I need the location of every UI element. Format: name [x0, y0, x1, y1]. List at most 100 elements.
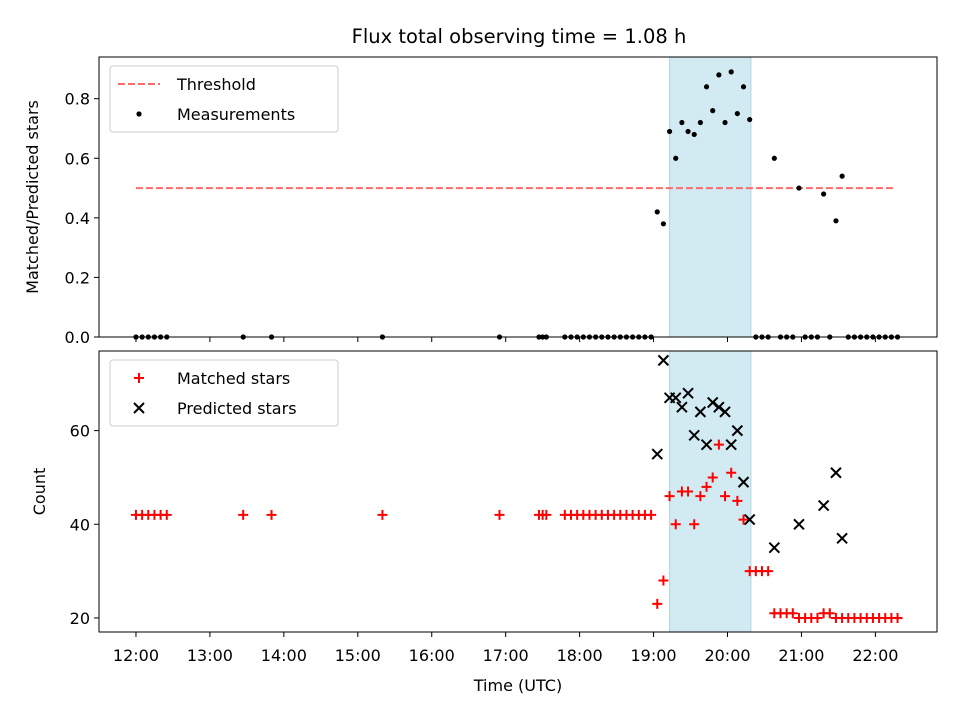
measurement-point	[771, 155, 777, 161]
measurement-point	[697, 119, 703, 126]
predicted-star-point	[793, 518, 805, 530]
x-tick-label: 22:00	[852, 646, 898, 665]
predicted-star-point	[731, 424, 744, 437]
matched-star-point	[683, 486, 694, 497]
predicted-star-point	[836, 532, 848, 545]
matched-star-point	[161, 509, 172, 520]
measurement-point	[728, 69, 734, 75]
matched-star-point	[646, 509, 657, 520]
matched-star-point	[494, 509, 505, 520]
matched-star-point	[726, 467, 737, 478]
matched-star-point	[763, 566, 774, 577]
legend-box	[109, 65, 339, 133]
measurement-point	[679, 119, 685, 126]
measurement-point	[660, 221, 667, 227]
legend-label: Threshold	[176, 75, 256, 94]
matched-star-point	[670, 519, 681, 530]
x-tick-label: 15:00	[335, 646, 381, 665]
measurement-point	[703, 84, 710, 90]
x-tick-label: 16:00	[409, 646, 455, 665]
legend-matched-swatch	[134, 373, 144, 383]
measurement-point	[673, 155, 679, 161]
measurement-point	[654, 209, 660, 215]
measurement-point	[691, 131, 697, 138]
predicted-star-point	[713, 401, 725, 413]
matched-star-point	[720, 491, 731, 502]
legend-label: Matched stars	[177, 369, 290, 388]
matched-star-point	[707, 472, 718, 483]
measurement-point	[747, 116, 753, 123]
predicted-star-point	[719, 406, 731, 418]
x-tick-label: 13:00	[187, 646, 233, 665]
matched-star-point	[266, 509, 277, 520]
x-tick-label: 17:00	[483, 646, 529, 665]
y-axis-label: Count	[30, 468, 49, 516]
x-axis-label: Time (UTC)	[473, 676, 562, 695]
matched-star-point	[738, 514, 749, 525]
matched-star-point	[787, 608, 798, 619]
axes-frame	[98, 350, 938, 633]
y-tick-label: 0.8	[65, 90, 90, 109]
matched-star-point	[652, 598, 663, 609]
predicted-star-point	[830, 467, 842, 479]
predicted-star-point	[676, 401, 688, 413]
y-tick-label: 0.6	[65, 149, 90, 168]
y-tick-label: 0.4	[65, 209, 90, 228]
bottom-panel-counts: 20 40 60 12:00 13:00 14:00 15:00 16:00 17:00 18:0…	[30, 350, 938, 695]
measurement-point	[734, 110, 740, 117]
top-panel-ratio: 0.0 0.2 0.4 0.6 0.8 Matched/Predicted stars Th…	[23, 56, 938, 347]
axes-frame	[98, 56, 938, 338]
measurement-point	[722, 119, 728, 126]
predicted-star-point	[768, 541, 781, 554]
predicted-star-point	[743, 513, 756, 526]
y-tick-label: 20	[70, 609, 90, 628]
y-tick-label: 0.2	[65, 268, 90, 287]
measurement-point	[821, 191, 827, 197]
measurement-point	[796, 185, 802, 191]
matched-star-point	[713, 439, 724, 450]
x-tick-label: 20:00	[704, 646, 750, 665]
matched-star-point	[377, 509, 388, 520]
legend-measurement-swatch	[136, 111, 142, 117]
legend-box	[109, 359, 339, 427]
matched-star-point	[689, 519, 700, 530]
predicted-star-point	[682, 387, 694, 399]
y-axis-label: Matched/Predicted stars	[23, 100, 42, 294]
predicted-star-point	[657, 354, 670, 367]
predicted-star-point	[817, 499, 830, 512]
measurement-point	[685, 128, 691, 135]
matched-star-point	[658, 575, 669, 586]
matched-star-point	[701, 481, 712, 492]
predicted-star-point	[694, 406, 707, 418]
measurement-point	[833, 218, 839, 224]
matched-star-point	[892, 612, 903, 623]
predicted-star-point	[737, 476, 750, 488]
matched-star-point	[732, 495, 743, 506]
matched-star-point	[238, 509, 249, 520]
matched-star-point	[695, 491, 706, 502]
predicted-star-point	[700, 438, 713, 451]
predicted-star-point	[707, 396, 719, 409]
legend-label: Measurements	[177, 105, 295, 124]
matched-star-point	[824, 608, 835, 619]
measurement-point	[839, 173, 845, 179]
y-tick-label: 40	[70, 515, 90, 534]
highlight-span	[669, 56, 752, 338]
measurement-point	[716, 72, 722, 78]
x-tick-label: 12:00	[113, 646, 159, 665]
x-tick-label: 21:00	[778, 646, 824, 665]
x-tick-label: 14:00	[261, 646, 307, 665]
x-tick-label: 18:00	[557, 646, 603, 665]
y-tick-label: 0.0	[65, 328, 90, 347]
measurement-point	[666, 128, 673, 135]
legend-label: Predicted stars	[177, 399, 297, 418]
matched-star-point	[812, 612, 823, 623]
matched-star-point	[541, 509, 552, 520]
x-tick-label: 19:00	[631, 646, 677, 665]
measurement-point	[710, 108, 716, 114]
y-tick-label: 60	[70, 422, 90, 441]
chart-title: Flux total observing time = 1.08 h	[352, 25, 687, 48]
legend-predicted-swatch	[133, 402, 145, 414]
predicted-star-point	[725, 438, 737, 451]
